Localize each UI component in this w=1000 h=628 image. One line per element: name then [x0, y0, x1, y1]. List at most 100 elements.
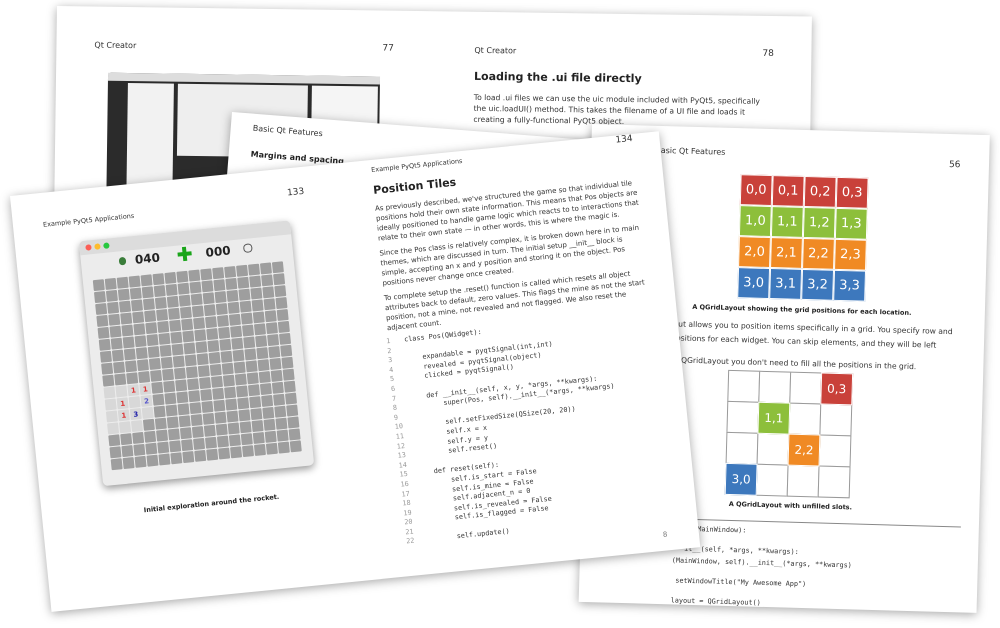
tile [230, 325, 243, 338]
tile-number: 1 [121, 411, 127, 420]
tile [216, 435, 229, 448]
filled-slot: 2,2 [787, 433, 821, 467]
tile [108, 313, 121, 326]
tile [220, 350, 233, 363]
tile [123, 348, 136, 361]
page-number: 77 [382, 43, 394, 54]
tile [141, 406, 154, 419]
tile [99, 350, 112, 363]
clock-icon [242, 243, 253, 254]
tile-number: 1 [142, 384, 149, 394]
grid-cell: 0,2 [803, 175, 837, 208]
tile [130, 299, 144, 312]
tile [145, 442, 158, 455]
tile [185, 366, 198, 379]
tile [218, 326, 231, 339]
tile [213, 279, 226, 292]
tile [213, 399, 226, 412]
tile [246, 372, 259, 385]
tile [142, 418, 155, 431]
tile [163, 380, 176, 393]
tile [275, 417, 288, 430]
tile [135, 347, 148, 360]
tile [273, 273, 286, 286]
empty-slot [756, 432, 790, 466]
tile [249, 275, 262, 288]
tile [228, 313, 241, 326]
tile [146, 334, 159, 347]
tile [215, 303, 228, 316]
empty-slot [818, 434, 852, 468]
tile [239, 300, 252, 313]
tile [237, 276, 250, 289]
empty-slot [819, 403, 853, 437]
tile [140, 274, 153, 287]
tile [212, 387, 225, 400]
tile [259, 262, 272, 275]
tile [169, 319, 182, 332]
tile [152, 273, 165, 286]
tile [104, 398, 117, 411]
tile [265, 322, 278, 335]
page-number: 78 [762, 48, 774, 60]
tile [132, 311, 145, 324]
tile [257, 359, 270, 372]
caption: Initial exploration around the rocket. [143, 492, 280, 515]
tile [148, 357, 161, 370]
tile [258, 371, 271, 384]
tile [277, 320, 290, 333]
tile [109, 325, 122, 338]
tile [133, 323, 146, 336]
tile [281, 356, 294, 369]
tile [122, 457, 135, 470]
tile [124, 360, 138, 373]
tile [206, 328, 219, 341]
tile [105, 289, 118, 302]
tile [162, 368, 175, 381]
tile [164, 392, 177, 405]
tile [202, 292, 215, 305]
tile [144, 430, 157, 443]
tile [200, 388, 213, 402]
tile [154, 297, 167, 310]
tile [159, 344, 172, 357]
tile [188, 390, 201, 403]
tile [158, 332, 171, 345]
tile [228, 434, 241, 447]
tile [157, 441, 170, 454]
empty-slot [817, 465, 851, 499]
tile [252, 311, 265, 324]
tile [191, 425, 204, 439]
max-dot [103, 242, 110, 249]
tile [288, 428, 301, 441]
code-line: setWindowTitle("My Awesome App") [675, 576, 807, 589]
page-header: Basic Qt Features [252, 123, 324, 139]
grid-cell: 2,0 [738, 236, 771, 269]
caption: A QGridLayout with unfilled slots. [728, 499, 853, 512]
tile [243, 336, 256, 349]
tile [268, 346, 281, 359]
tile [181, 318, 194, 331]
tile [187, 378, 200, 391]
tile [152, 393, 165, 406]
tile [134, 455, 147, 468]
tile [263, 298, 276, 311]
tile [249, 396, 262, 409]
tile [282, 368, 295, 381]
tile [172, 355, 185, 368]
tile [103, 386, 116, 399]
tile [201, 280, 214, 293]
tile [111, 349, 124, 362]
tile [114, 373, 127, 386]
tile [170, 331, 183, 344]
tile [207, 340, 220, 353]
tile [226, 289, 239, 302]
min-dot [94, 243, 101, 250]
tile [199, 377, 212, 390]
tile [156, 308, 169, 322]
tile [233, 361, 246, 374]
tile [191, 305, 204, 318]
tile [107, 422, 120, 435]
tile [182, 451, 195, 464]
